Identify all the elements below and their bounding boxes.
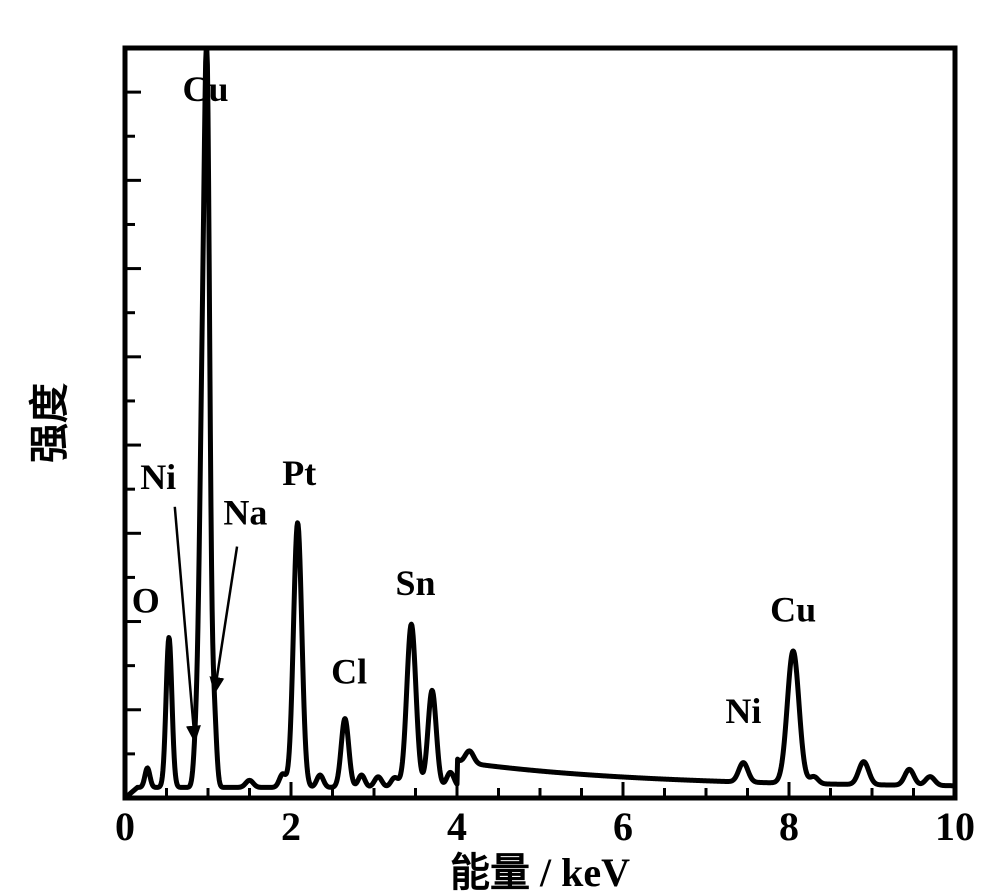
xtick-label: 0 bbox=[115, 804, 135, 849]
peak-label: Pt bbox=[282, 453, 316, 493]
xtick-label: 4 bbox=[447, 804, 467, 849]
x-axis-label: 能量 / keV bbox=[450, 850, 630, 894]
peak-label: O bbox=[132, 581, 160, 621]
eds-spectrum-chart: 0 2 4 6 8 10 O Ni Cu Na Pt Cl Sn Ni Cu 能量 / keV 强度 bbox=[0, 0, 1000, 894]
peak-label: Ni bbox=[725, 691, 761, 731]
xtick-label: 8 bbox=[779, 804, 799, 849]
peak-label: Cu bbox=[182, 69, 228, 109]
peak-label: Cl bbox=[331, 651, 367, 691]
peak-label: Ni bbox=[140, 457, 176, 497]
xtick-label: 2 bbox=[281, 804, 301, 849]
xtick-label: 10 bbox=[935, 804, 975, 849]
chart-svg: 0 2 4 6 8 10 O Ni Cu Na Pt Cl Sn Ni Cu 能量 / keV 强度 bbox=[0, 0, 1000, 894]
xtick-label: 6 bbox=[613, 804, 633, 849]
y-axis-label: 强度 bbox=[27, 383, 72, 463]
peak-label: Na bbox=[223, 492, 267, 532]
peak-label: Sn bbox=[395, 563, 435, 603]
peak-label: Cu bbox=[770, 590, 816, 630]
